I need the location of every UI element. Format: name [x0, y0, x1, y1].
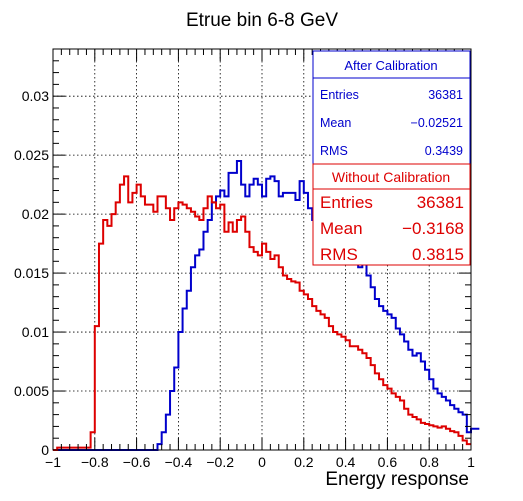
y-tick-label: 0.025 — [14, 147, 49, 163]
axes: −1 −0.8 −0.6 −0.4 −0.2 0 0.2 0.4 0.6 0.8 1 0 0.005 0.… — [14, 48, 475, 470]
histogram-series-1 — [53, 175, 471, 451]
x-tick-label: −0.8 — [81, 454, 109, 470]
statbox-without-calibration: Without Calibration Entries 36381 Mean −… — [312, 163, 471, 266]
chart-title: Etrue bin 6-8 GeV — [186, 10, 338, 31]
statbox-after-entries-label: Entries — [320, 88, 359, 102]
y-tick-label: 0.02 — [22, 206, 49, 222]
statbox-without-entries-value: 36381 — [417, 193, 464, 212]
x-tick-label: −0.2 — [206, 454, 234, 470]
histogram-series-0 — [53, 160, 480, 451]
x-tick-label: −1 — [45, 454, 61, 470]
statbox-without-entries-label: Entries — [320, 193, 373, 212]
y-tick-label: 0.01 — [22, 324, 49, 340]
statbox-after-mean-label: Mean — [320, 116, 351, 130]
statbox-after-rms-label: RMS — [320, 144, 348, 158]
statbox-without-rms-label: RMS — [320, 245, 358, 264]
series-layer — [53, 160, 480, 451]
statbox-without-title: Without Calibration — [332, 169, 450, 185]
statbox-after-calibration: After Calibration Entries 36381 Mean −0.… — [312, 50, 471, 165]
x-tick-label: 0.4 — [336, 454, 356, 470]
statbox-after-entries-value: 36381 — [428, 88, 463, 102]
statbox-after-frame — [312, 50, 471, 165]
statbox-after-mean-value: −0.02521 — [411, 116, 464, 130]
x-tick-label: 1 — [467, 454, 475, 470]
y-tick-label: 0 — [41, 442, 49, 458]
statbox-without-mean-value: −0.3168 — [402, 219, 464, 238]
y-tick-label: 0.03 — [22, 88, 49, 104]
statbox-after-title: After Calibration — [344, 58, 437, 73]
x-axis-label: Energy response — [325, 469, 469, 490]
plot-frame — [52, 48, 472, 451]
statbox-after-rms-value: 0.3439 — [425, 144, 463, 158]
x-tick-label: 0 — [258, 454, 266, 470]
y-tick-label: 0.005 — [14, 383, 49, 399]
x-tick-label: −0.4 — [165, 454, 193, 470]
x-tick-label: −0.6 — [123, 454, 151, 470]
x-tick-label: 0.8 — [419, 454, 439, 470]
y-tick-label: 0.015 — [14, 265, 49, 281]
x-tick-label: 0.6 — [378, 454, 398, 470]
x-tick-label: 0.2 — [294, 454, 314, 470]
statbox-without-rms-value: 0.3815 — [412, 245, 464, 264]
statbox-without-mean-label: Mean — [320, 219, 363, 238]
statbox-without-frame — [312, 163, 471, 266]
